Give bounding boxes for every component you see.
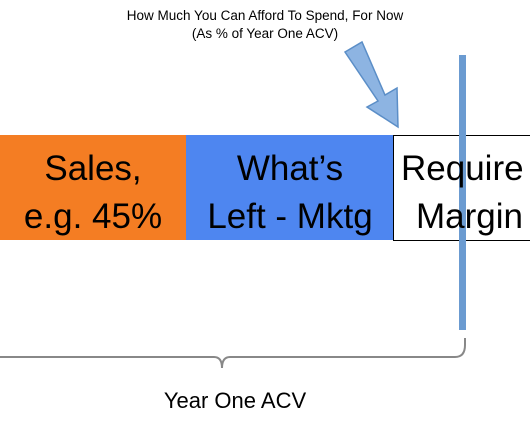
arrow — [343, 40, 399, 129]
bracket — [0, 338, 466, 369]
divider-line — [459, 55, 466, 330]
marketing-box — [186, 135, 393, 240]
segment-text: e.g. 45% — [24, 197, 162, 236]
segment-text: Left - Mktg — [207, 197, 372, 236]
annotation-line: How Much You Can Afford To Spend, For No… — [127, 8, 404, 23]
annotation-line: (As % of Year One ACV) — [192, 26, 338, 41]
bracket-label: Year One ACV — [164, 388, 307, 413]
segment-text: Margin — [416, 197, 523, 236]
segment-text: What’s — [237, 149, 343, 188]
segment-text: Sales, — [44, 149, 141, 188]
segment-text: Require — [401, 149, 524, 188]
sales-box — [0, 135, 186, 240]
